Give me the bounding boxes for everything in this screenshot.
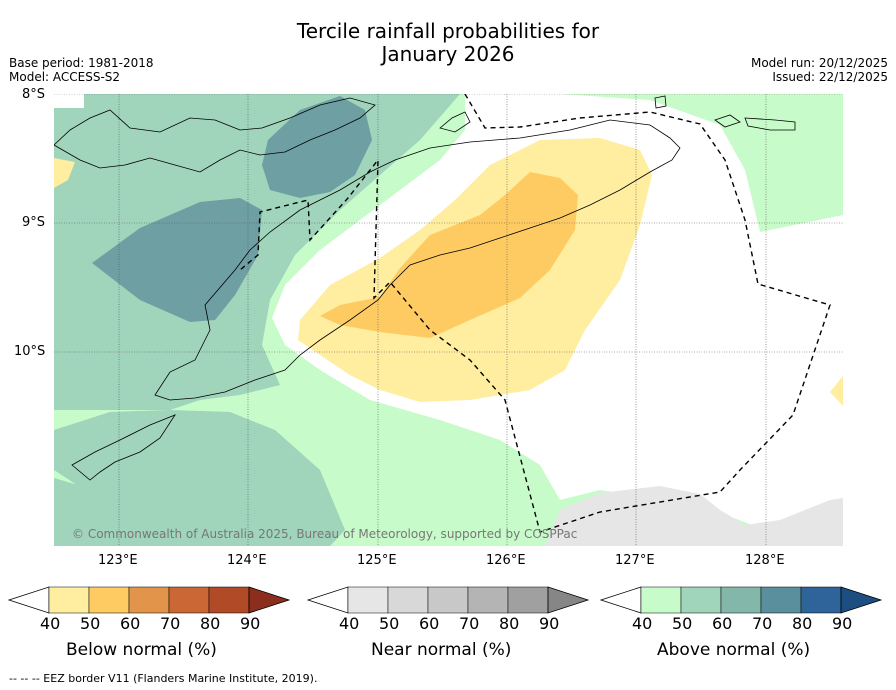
east-island-3 [744,117,796,131]
lon-label-128e: 128°E [745,553,785,568]
colorbar-extend-low [599,586,642,614]
above-normal-50-60-area-corner [54,478,180,546]
colorbar-tick-label: 40 [339,614,360,633]
flores-coast [54,97,376,173]
colorbar-segment [800,586,842,614]
colorbar-extend-low [7,586,50,614]
colorbar-segment [208,586,250,614]
colorbar-segment [760,586,802,614]
lon-label-127e: 127°E [615,553,655,568]
coastlines [54,95,796,481]
model-run: Model run: 20/12/2025 [750,56,888,70]
east-island-1 [654,95,667,109]
lon-label-124e: 124°E [227,553,267,568]
no-dominant-area-corner [54,94,84,108]
colorbar-tick-label: 90 [240,614,261,633]
colorbars [7,586,883,614]
below-normal-50-60-area [320,172,578,338]
title-line-1: Tercile rainfall probabilities for [296,19,600,43]
colorbar-segment [128,586,170,614]
colorbar-below-normal [7,586,291,614]
colorbar-segment [720,586,762,614]
base-period: Base period: 1981-2018 [9,56,154,70]
colorbar-tick-label: 50 [672,614,693,633]
meta-right: Model run: 20/12/2025 Issued: 22/12/2025 [751,56,888,84]
colorbar-extend-high [840,586,883,614]
timor-coast [154,119,681,401]
colorbar-tick-label: 70 [752,614,773,633]
colorbar-segment [467,586,509,614]
colorbar-segment [507,586,549,614]
above-normal-60-70-area [92,198,262,322]
model-name: Model: ACCESS-S2 [9,70,121,84]
colorbar-segment [168,586,210,614]
colorbar-extend-high [547,586,590,614]
lat-label-8s: 8°S [22,87,46,102]
colorbar-tick-label: 40 [632,614,653,633]
colorbar-tick-label: 50 [80,614,101,633]
colorbar-segment [48,586,90,614]
colorbar-title-near: Near normal (%) [371,640,512,660]
eez-border [239,94,831,533]
colorbar-near-normal [306,586,590,614]
above-normal-60-70-area-north [262,96,372,198]
colorbar-tick-label: 80 [499,614,520,633]
colorbar-segment [347,586,389,614]
colorbar-segment [387,586,429,614]
colorbar-tick-label: 70 [459,614,480,633]
colorbar-segment [427,586,469,614]
title-line-2: January 2026 [381,42,515,66]
colorbar-extend-high [248,586,291,614]
colorbar-segment [640,586,682,614]
wetar-coast [439,111,471,133]
colorbar-tick-label: 60 [712,614,733,633]
colorbar-tick-label: 90 [832,614,853,633]
colorbar-tick-label: 40 [40,614,61,633]
east-island-2 [714,114,741,128]
colorbar-tick-label: 90 [539,614,560,633]
colorbar-tick-label: 60 [120,614,141,633]
map-title: Tercile rainfall probabilities for Janua… [0,20,896,66]
colorbar-tick-label: 70 [160,614,181,633]
colorbar-segment [680,586,722,614]
lon-label-126e: 126°E [486,553,526,568]
below-normal-40-50-area-west [54,158,75,188]
lon-label-123e: 123°E [98,553,138,568]
colorbar-tick-label: 60 [419,614,440,633]
lat-label-9s: 9°S [22,215,46,230]
copyright-note: © Commonwealth of Australia 2025, Bureau… [72,527,578,541]
colorbar-segment [88,586,130,614]
colorbar-above-normal [599,586,883,614]
eez-legend-note: -- -- -- EEZ border V11 (Flanders Marine… [9,672,318,685]
rote-coast [71,414,177,481]
colorbar-title-below: Below normal (%) [66,640,217,660]
graticule [54,94,843,546]
colorbar-extend-low [306,586,349,614]
issued-date: Issued: 22/12/2025 [772,70,888,84]
near-normal-40-50-area [545,486,843,546]
colorbar-tick-label: 80 [200,614,221,633]
below-normal-40-50-area-east [830,376,843,406]
lat-label-10s: 10°S [14,344,46,359]
colorbar-tick-label: 80 [792,614,813,633]
colorbar-tick-label: 50 [379,614,400,633]
lon-label-125e: 125°E [357,553,397,568]
colorbar-title-above: Above normal (%) [657,640,811,660]
meta-left: Base period: 1981-2018 Model: ACCESS-S2 [9,56,154,84]
